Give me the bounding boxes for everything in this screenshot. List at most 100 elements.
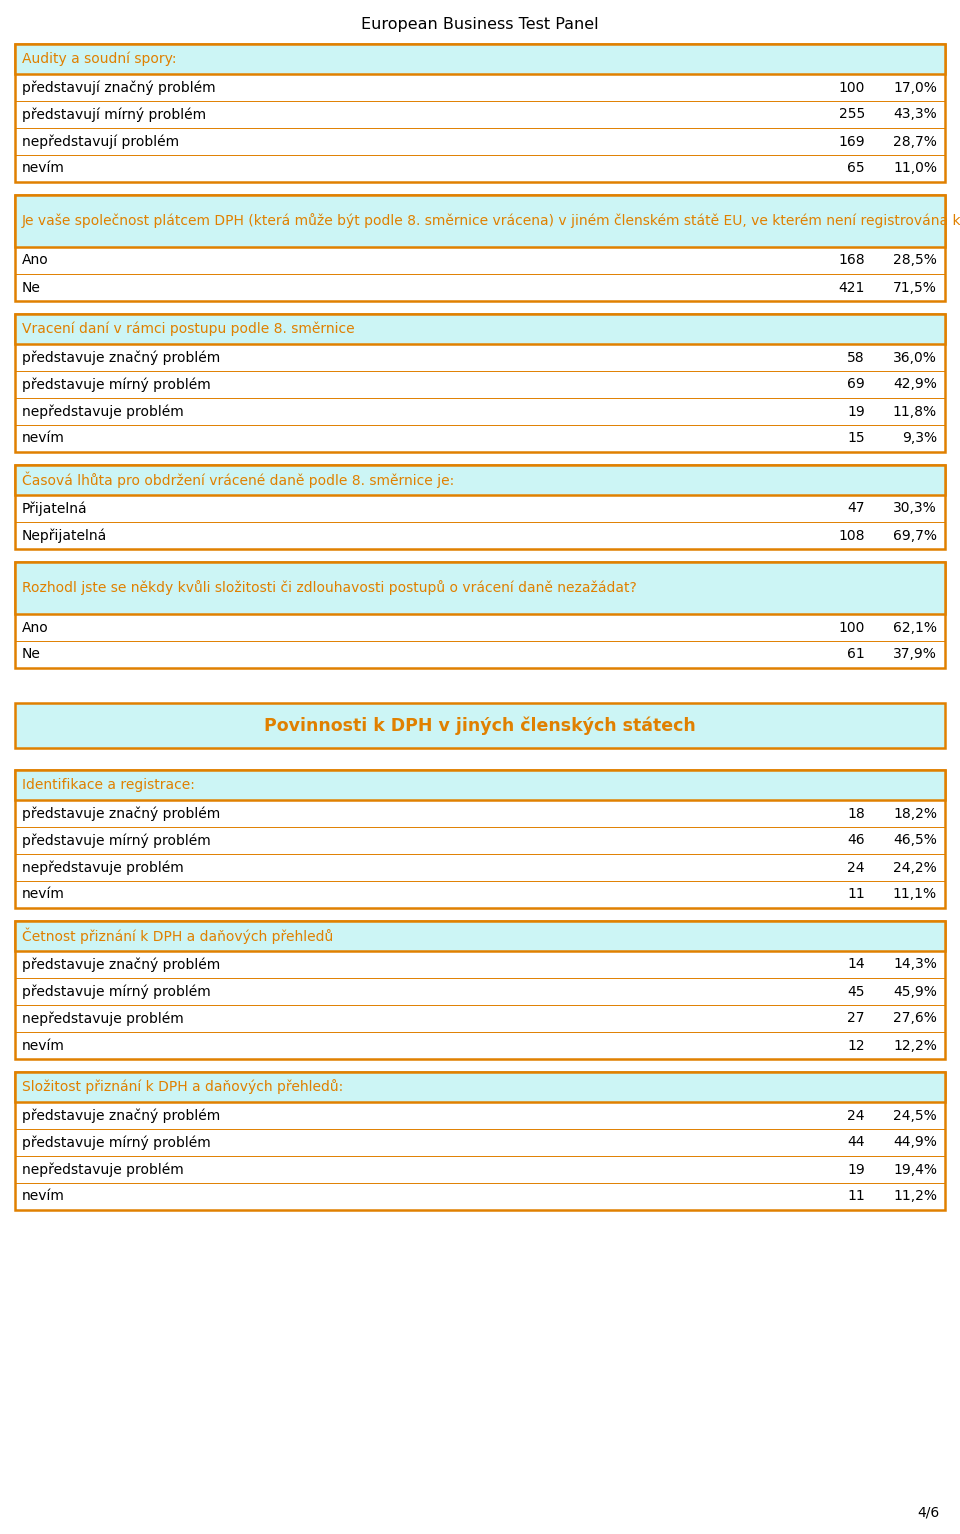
Bar xyxy=(15,195,945,247)
Text: 24,2%: 24,2% xyxy=(893,861,937,874)
Text: 19: 19 xyxy=(848,1163,865,1177)
Text: představuje značný problém: představuje značný problém xyxy=(22,350,220,365)
Text: představují mírný problém: představují mírný problém xyxy=(22,107,206,121)
Text: 27,6%: 27,6% xyxy=(893,1011,937,1026)
Text: 71,5%: 71,5% xyxy=(893,281,937,295)
Text: 45: 45 xyxy=(848,985,865,999)
Text: 9,3%: 9,3% xyxy=(901,431,937,445)
Text: 61: 61 xyxy=(848,647,865,661)
Text: Povinnosti k DPH v jiných členských státech: Povinnosti k DPH v jiných členských stát… xyxy=(264,716,696,735)
Text: 58: 58 xyxy=(848,350,865,365)
Text: 44,9%: 44,9% xyxy=(893,1135,937,1149)
Text: 11: 11 xyxy=(848,1189,865,1204)
Text: 421: 421 xyxy=(839,281,865,295)
Text: nevím: nevím xyxy=(22,161,65,175)
Text: Ano: Ano xyxy=(22,620,49,635)
Text: představuje mírný problém: představuje mírný problém xyxy=(22,377,211,391)
Text: 11,0%: 11,0% xyxy=(893,161,937,175)
Text: 24: 24 xyxy=(848,1109,865,1123)
Bar xyxy=(15,44,945,183)
Text: 42,9%: 42,9% xyxy=(893,377,937,391)
Text: nepředstavuje problém: nepředstavuje problém xyxy=(22,1163,183,1177)
Text: 65: 65 xyxy=(848,161,865,175)
Text: 169: 169 xyxy=(838,135,865,149)
Text: nevím: nevím xyxy=(22,1039,65,1052)
Text: představuje značný problém: představuje značný problém xyxy=(22,957,220,971)
Text: Složitost přiznání k DPH a daňových přehledů:: Složitost přiznání k DPH a daňových přeh… xyxy=(22,1080,344,1094)
Text: 69,7%: 69,7% xyxy=(893,529,937,543)
Text: nepředstavují problém: nepředstavují problém xyxy=(22,135,180,149)
Text: 12: 12 xyxy=(848,1039,865,1052)
Text: 27: 27 xyxy=(848,1011,865,1026)
Text: představuje mírný problém: představuje mírný problém xyxy=(22,833,211,848)
Text: Ne: Ne xyxy=(22,281,41,295)
Text: nevím: nevím xyxy=(22,888,65,902)
Text: nepředstavuje problém: nepředstavuje problém xyxy=(22,861,183,874)
Text: Četnost přiznání k DPH a daňových přehledů: Četnost přiznání k DPH a daňových přehle… xyxy=(22,928,333,945)
Text: 47: 47 xyxy=(848,502,865,515)
Text: představuje mírný problém: představuje mírný problém xyxy=(22,1135,211,1150)
Text: 17,0%: 17,0% xyxy=(893,80,937,95)
Text: 62,1%: 62,1% xyxy=(893,620,937,635)
Text: European Business Test Panel: European Business Test Panel xyxy=(361,17,599,32)
Bar xyxy=(15,770,945,801)
Text: Je vaše společnost plátcem DPH (která může být podle 8. směrnice vrácena) v jiné: Je vaše společnost plátcem DPH (která mů… xyxy=(22,213,960,229)
Text: Časová lhůta pro obdržení vrácené daně podle 8. směrnice je:: Časová lhůta pro obdržení vrácené daně p… xyxy=(22,472,454,488)
Text: nepředstavuje problém: nepředstavuje problém xyxy=(22,405,183,419)
Text: 19: 19 xyxy=(848,405,865,419)
Bar xyxy=(15,314,945,344)
Text: Rozhodl jste se někdy kvůli složitosti či zdlouhavosti postupů o vrácení daně ne: Rozhodl jste se někdy kvůli složitosti č… xyxy=(22,580,636,595)
Text: Vracení daní v rámci postupu podle 8. směrnice: Vracení daní v rámci postupu podle 8. sm… xyxy=(22,322,354,336)
Text: 30,3%: 30,3% xyxy=(893,502,937,515)
Text: 28,5%: 28,5% xyxy=(893,253,937,267)
Bar xyxy=(15,1072,945,1101)
Text: 168: 168 xyxy=(838,253,865,267)
Text: Přijatelná: Přijatelná xyxy=(22,502,87,515)
Bar xyxy=(15,314,945,453)
Text: 255: 255 xyxy=(839,107,865,121)
Text: 4/6: 4/6 xyxy=(918,1505,940,1519)
Bar xyxy=(15,465,945,549)
Text: 14: 14 xyxy=(848,957,865,971)
Bar xyxy=(15,465,945,495)
Text: 69: 69 xyxy=(848,377,865,391)
Text: 19,4%: 19,4% xyxy=(893,1163,937,1177)
Bar xyxy=(15,1072,945,1210)
Bar xyxy=(15,920,945,951)
Text: 46,5%: 46,5% xyxy=(893,833,937,847)
Bar xyxy=(15,561,945,614)
Text: 108: 108 xyxy=(838,529,865,543)
Text: 11,1%: 11,1% xyxy=(893,888,937,902)
Text: představuje značný problém: představuje značný problém xyxy=(22,1108,220,1123)
Text: 100: 100 xyxy=(839,80,865,95)
Text: 37,9%: 37,9% xyxy=(893,647,937,661)
Bar xyxy=(15,703,945,749)
Text: 15: 15 xyxy=(848,431,865,445)
Text: nevím: nevím xyxy=(22,1189,65,1204)
Text: představuje značný problém: představuje značný problém xyxy=(22,807,220,821)
Text: 45,9%: 45,9% xyxy=(893,985,937,999)
Text: 36,0%: 36,0% xyxy=(893,350,937,365)
Text: 12,2%: 12,2% xyxy=(893,1039,937,1052)
Text: představují značný problém: představují značný problém xyxy=(22,80,216,95)
Bar xyxy=(15,561,945,667)
Text: 11: 11 xyxy=(848,888,865,902)
Text: 14,3%: 14,3% xyxy=(893,957,937,971)
Text: Ano: Ano xyxy=(22,253,49,267)
Text: 24,5%: 24,5% xyxy=(893,1109,937,1123)
Text: 28,7%: 28,7% xyxy=(893,135,937,149)
Text: Ne: Ne xyxy=(22,647,41,661)
Text: 18,2%: 18,2% xyxy=(893,807,937,821)
Text: 18: 18 xyxy=(848,807,865,821)
Text: 24: 24 xyxy=(848,861,865,874)
Text: představuje mírný problém: představuje mírný problém xyxy=(22,985,211,999)
Text: nepředstavuje problém: nepředstavuje problém xyxy=(22,1011,183,1026)
Text: nevím: nevím xyxy=(22,431,65,445)
Bar xyxy=(15,44,945,74)
Text: Audity a soudní spory:: Audity a soudní spory: xyxy=(22,52,177,66)
Text: Nepřijatelná: Nepřijatelná xyxy=(22,528,108,543)
Bar xyxy=(15,770,945,908)
Text: 100: 100 xyxy=(839,620,865,635)
Text: 43,3%: 43,3% xyxy=(893,107,937,121)
Bar xyxy=(15,195,945,301)
